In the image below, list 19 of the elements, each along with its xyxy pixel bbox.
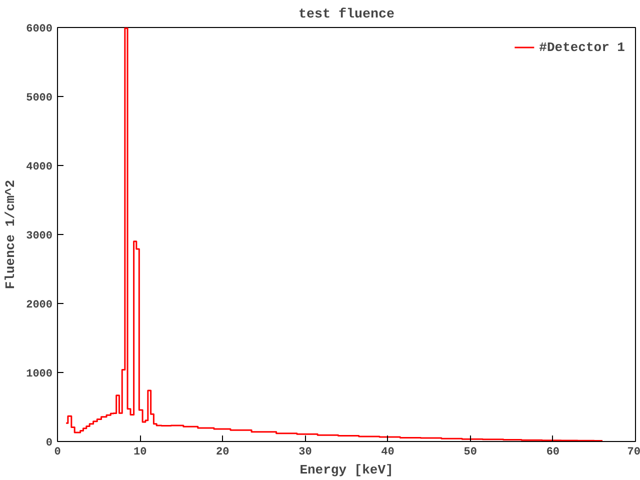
- x-tick-label: 30: [298, 446, 312, 458]
- y-tick-label: 5000: [26, 92, 52, 104]
- y-axis-title: Fluence 1/cm^2: [3, 180, 18, 290]
- y-tick-label: 1000: [26, 368, 52, 380]
- x-tick-label: 0: [54, 446, 61, 458]
- y-tick-label: 4000: [26, 162, 52, 174]
- x-tick-label: 20: [216, 446, 230, 458]
- x-tick-label: 40: [381, 446, 394, 458]
- y-tick-label: 6000: [26, 24, 52, 36]
- x-tick-label: 50: [464, 446, 477, 458]
- x-tick-label: 60: [546, 446, 560, 458]
- y-tick-label: 0: [46, 438, 53, 450]
- x-axis-title: Energy [keV]: [300, 462, 394, 478]
- x-tick-label: 10: [133, 446, 147, 458]
- x-tick-label: 70: [627, 446, 640, 458]
- legend-label: #Detector 1: [539, 40, 625, 54]
- y-tick-label: 3000: [26, 230, 52, 242]
- chart-title: test fluence: [298, 8, 394, 22]
- y-tick-label: 2000: [26, 300, 52, 312]
